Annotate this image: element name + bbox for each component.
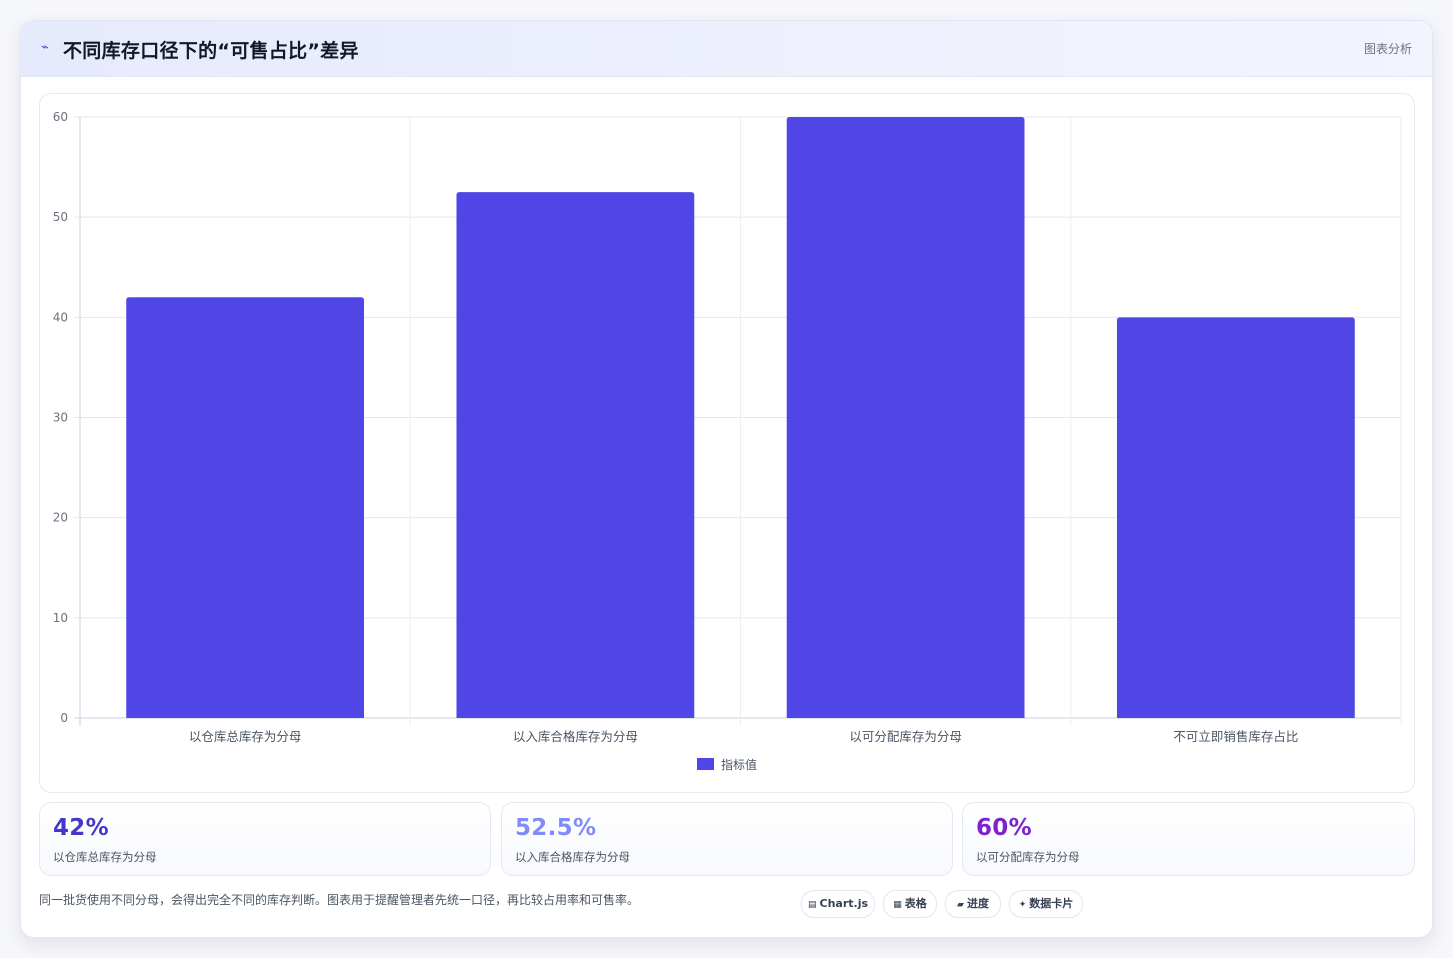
y-tick-label: 0: [60, 711, 68, 725]
y-tick-label: 10: [53, 611, 68, 625]
tag-label: 表格: [904, 897, 927, 910]
tag-progress[interactable]: ▰ 进度: [945, 890, 1001, 918]
tag-label: Chart.js: [819, 897, 869, 910]
bar: [1116, 317, 1355, 718]
stat-label: 以可分配库存为分母: [976, 850, 1080, 864]
tag-label: 进度: [966, 897, 989, 910]
chart-card: ⌁ 不同库存口径下的“可售占比”差异 图表分析 0 10 20 30 40 50 60 以仓库…: [20, 20, 1433, 938]
stat-card: 52.5% 以入库合格库存为分母: [501, 802, 953, 876]
stat-value: 52.5%: [515, 815, 597, 841]
tag-data-card[interactable]: ✦ 数据卡片: [1009, 890, 1083, 918]
tag-chartjs[interactable]: ▤ Chart.js: [801, 890, 875, 918]
tag-label: 数据卡片: [1029, 897, 1074, 910]
header-right-label: 图表分析: [1363, 42, 1412, 56]
y-tick-label: 40: [53, 310, 68, 324]
stat-label: 以入库合格库存为分母: [515, 850, 630, 864]
stat-label: 以仓库总库存为分母: [53, 850, 157, 864]
x-tick-label: 不可立即销售库存占比: [1173, 729, 1298, 744]
legend-label: 指标值: [721, 757, 757, 772]
bar: [786, 117, 1025, 718]
x-tick-label: 以可分配库存为分母: [849, 729, 962, 744]
bar-chart: 0 10 20 30 40 50 60 以仓库总库存为分母 以入库合格库存为分母 以可分配库存为分…: [53, 110, 1402, 772]
legend-swatch: [697, 758, 714, 770]
table-icon: ▦: [893, 900, 902, 910]
bar: [456, 192, 695, 718]
stat-value: 60%: [976, 815, 1032, 841]
x-tick-label: 以仓库总库存为分母: [189, 729, 302, 744]
footnote: 同一批货使用不同分母，会得出完全不同的库存判断。图表用于提醒管理者先统一口径，再…: [39, 893, 640, 907]
bar: [126, 297, 365, 718]
chart-panel: 0 10 20 30 40 50 60 以仓库总库存为分母 以入库合格库存为分母 以可分配库存为分…: [39, 93, 1415, 793]
y-tick-label: 20: [53, 511, 68, 525]
y-tick-label: 30: [53, 411, 68, 425]
stat-card: 42% 以仓库总库存为分母: [39, 802, 491, 876]
card-header: ⌁ 不同库存口径下的“可售占比”差异 图表分析: [21, 21, 1432, 77]
chart-icon: ▤: [807, 900, 817, 910]
sparkle-icon: ✦: [1018, 900, 1027, 910]
tag-table[interactable]: ▦ 表格: [883, 890, 937, 918]
x-tick-label: 以入库合格库存为分母: [513, 729, 638, 744]
progress-icon: ▰: [957, 900, 964, 910]
y-tick-label: 60: [53, 110, 68, 124]
stat-card: 60% 以可分配库存为分母: [962, 802, 1415, 876]
page-title: 不同库存口径下的“可售占比”差异: [63, 40, 359, 62]
trend-icon: ⌁: [41, 40, 49, 55]
y-tick-label: 50: [53, 210, 68, 224]
stat-value: 42%: [53, 815, 109, 841]
